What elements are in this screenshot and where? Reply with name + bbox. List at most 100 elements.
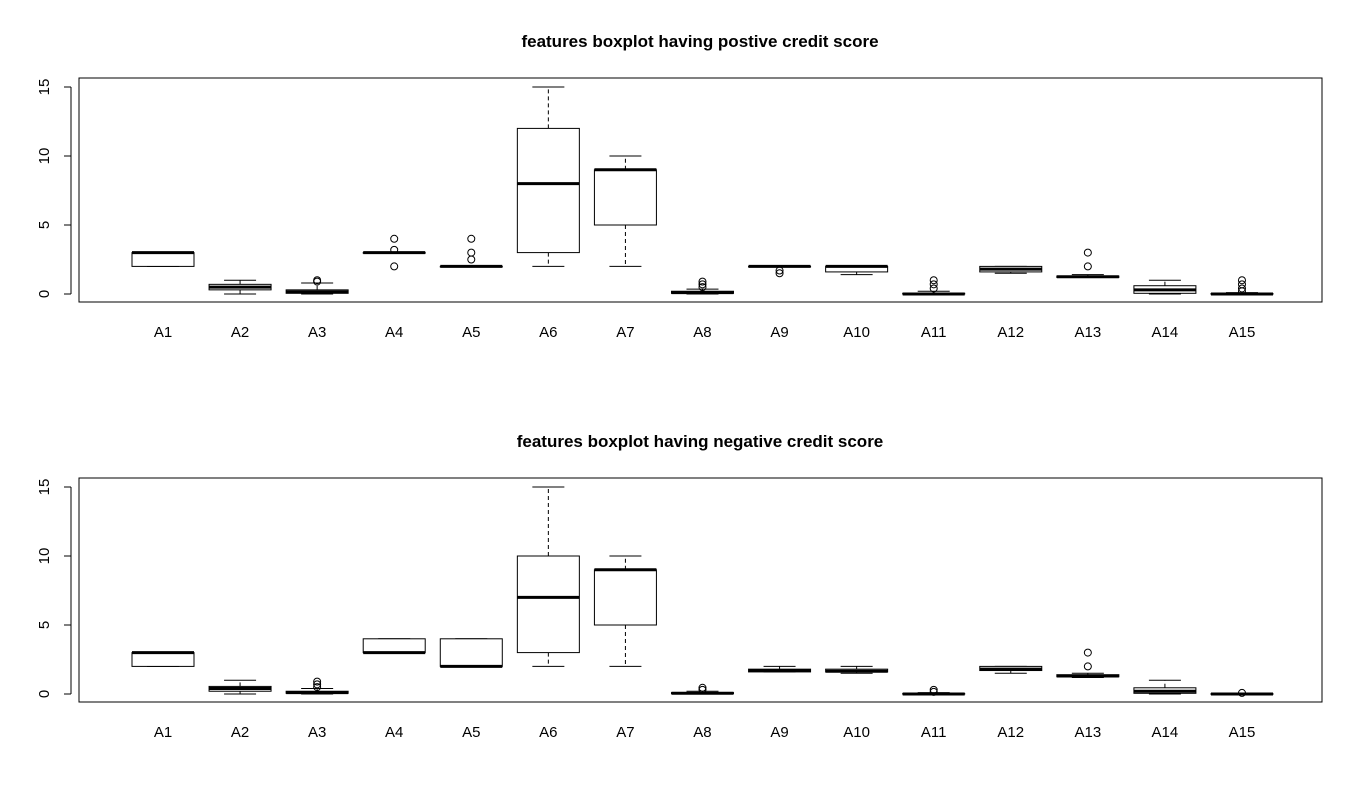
x-tick-label: A3 bbox=[308, 324, 326, 341]
outlier-point bbox=[313, 276, 322, 285]
chart-title-positive: features boxplot having postive credit s… bbox=[521, 32, 878, 51]
x-tick-label: A11 bbox=[921, 324, 947, 341]
outlier-point bbox=[313, 680, 322, 689]
x-tick-label: A14 bbox=[1152, 724, 1179, 741]
outlier-point bbox=[929, 685, 938, 694]
x-tick-label: A12 bbox=[997, 724, 1024, 741]
box-a11 bbox=[902, 276, 966, 296]
x-tick-label: A9 bbox=[770, 324, 788, 341]
y-tick-label: 5 bbox=[36, 621, 53, 629]
box-a6 bbox=[516, 486, 580, 667]
box-a5 bbox=[439, 638, 503, 668]
box-a3 bbox=[285, 276, 349, 295]
outlier-point bbox=[698, 283, 707, 292]
outlier-point bbox=[929, 284, 938, 293]
outlier-point bbox=[929, 276, 938, 285]
y-tick-label: 15 bbox=[36, 79, 53, 96]
x-tick-label: A15 bbox=[1229, 324, 1256, 341]
box-iqr bbox=[131, 252, 195, 267]
outlier-point bbox=[1237, 280, 1246, 289]
outlier-point bbox=[1237, 284, 1246, 293]
outlier-point bbox=[390, 262, 399, 271]
y-tick-label: 15 bbox=[36, 479, 53, 496]
outlier-point bbox=[698, 683, 707, 692]
x-tick-label: A6 bbox=[539, 324, 557, 341]
box-a1 bbox=[131, 651, 195, 667]
outlier-point bbox=[467, 234, 476, 243]
box-iqr bbox=[516, 127, 580, 254]
box-iqr bbox=[516, 555, 580, 654]
x-tick-label: A7 bbox=[616, 324, 634, 341]
outlier-point bbox=[698, 685, 707, 694]
box-iqr bbox=[362, 638, 426, 654]
x-tick-label: A8 bbox=[693, 324, 711, 341]
box-a15 bbox=[1210, 276, 1274, 296]
y-tick-label: 10 bbox=[36, 148, 53, 165]
box-a8 bbox=[670, 277, 734, 295]
x-tick-label: A3 bbox=[308, 724, 326, 741]
box-a10 bbox=[825, 665, 889, 674]
outlier-point bbox=[467, 255, 476, 264]
outlier-point bbox=[698, 280, 707, 289]
box-iqr bbox=[593, 169, 657, 226]
x-tick-label: A6 bbox=[539, 724, 557, 741]
outlier-point bbox=[1083, 662, 1092, 671]
box-a15 bbox=[1210, 688, 1274, 697]
y-tick-label: 5 bbox=[36, 221, 53, 229]
outlier-point bbox=[313, 683, 322, 692]
x-tick-label: A8 bbox=[693, 724, 711, 741]
y-tick-label: 10 bbox=[36, 548, 53, 565]
box-a5 bbox=[439, 234, 503, 268]
box-iqr bbox=[131, 652, 195, 667]
x-tick-label: A7 bbox=[616, 724, 634, 741]
x-tick-label: A12 bbox=[997, 324, 1024, 341]
box-iqr bbox=[593, 569, 657, 626]
outlier-point bbox=[929, 280, 938, 289]
box-a12 bbox=[979, 665, 1043, 674]
chart-title-negative: features boxplot having negative credit … bbox=[517, 432, 884, 451]
box-a12 bbox=[979, 265, 1043, 274]
outlier-point bbox=[313, 677, 322, 686]
positive-credit-score-panel: features boxplot having postive credit s… bbox=[36, 32, 1323, 341]
x-tick-label: A2 bbox=[231, 724, 249, 741]
outlier-point bbox=[775, 269, 784, 278]
box-a9 bbox=[748, 665, 812, 673]
box-a2 bbox=[208, 679, 272, 695]
outlier-point bbox=[775, 266, 784, 275]
plot-frame bbox=[78, 77, 1323, 303]
x-tick-label: A5 bbox=[462, 724, 480, 741]
x-tick-label: A5 bbox=[462, 324, 480, 341]
x-tick-label: A11 bbox=[921, 724, 947, 741]
box-a6 bbox=[516, 86, 580, 267]
box-a11 bbox=[902, 685, 966, 696]
outlier-point bbox=[1083, 262, 1092, 271]
outlier-point bbox=[929, 687, 938, 696]
box-a14 bbox=[1133, 279, 1197, 295]
x-tick-label: A1 bbox=[154, 724, 172, 741]
box-a13 bbox=[1056, 248, 1120, 279]
box-a9 bbox=[748, 264, 812, 278]
x-tick-label: A13 bbox=[1074, 724, 1101, 741]
outlier-point bbox=[1237, 688, 1246, 697]
x-tick-label: A2 bbox=[231, 324, 249, 341]
x-tick-label: A4 bbox=[385, 324, 403, 341]
outlier-point bbox=[1083, 248, 1092, 257]
y-tick-label: 0 bbox=[36, 690, 53, 698]
x-tick-label: A10 bbox=[843, 324, 870, 341]
box-a3 bbox=[285, 677, 349, 695]
box-a4 bbox=[362, 234, 426, 271]
outlier-point bbox=[467, 248, 476, 257]
negative-credit-score-panel: features boxplot having negative credit … bbox=[36, 432, 1323, 741]
outlier-point bbox=[698, 277, 707, 286]
outlier-point bbox=[390, 234, 399, 243]
box-a7 bbox=[593, 555, 657, 667]
x-tick-label: A10 bbox=[843, 724, 870, 741]
box-a2 bbox=[208, 279, 272, 295]
box-a10 bbox=[825, 264, 889, 276]
box-a8 bbox=[670, 683, 734, 695]
x-tick-label: A14 bbox=[1152, 324, 1179, 341]
outlier-point bbox=[1237, 276, 1246, 285]
outlier-point bbox=[1083, 648, 1092, 657]
